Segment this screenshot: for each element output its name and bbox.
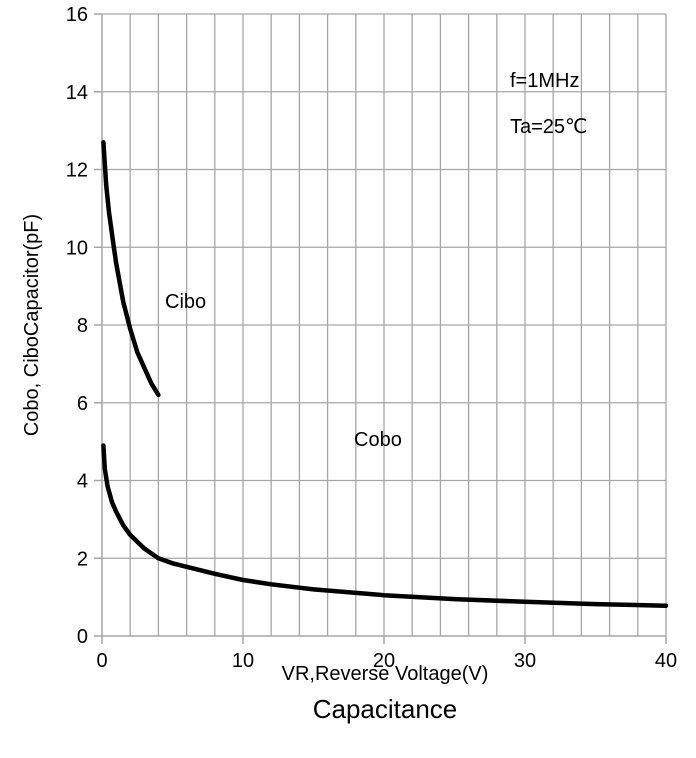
x-tick-label: 0 [96, 650, 107, 672]
series-layer [101, 140, 669, 608]
series-line-cobo [101, 443, 669, 608]
y-tick-label: 14 [66, 82, 88, 104]
series-label-cibo: Cibo [165, 291, 206, 313]
series-label-cobo: Cobo [354, 429, 402, 451]
series-line-cibo [101, 140, 161, 398]
x-tick-label: 20 [373, 650, 395, 672]
x-tick-label: 40 [655, 650, 677, 672]
annotation-temperature: Ta=25℃ [510, 116, 588, 138]
x-tick-label: 30 [514, 650, 536, 672]
y-tick-label: 4 [77, 471, 88, 493]
y-tick-label: 16 [66, 4, 88, 26]
tick-labels: 0 2 4 6 8 10 12 14 16 0 10 20 30 40 [66, 4, 677, 672]
y-tick-label: 6 [77, 393, 88, 415]
y-tick-label: 10 [66, 237, 88, 259]
y-axis-title: Cobo, CiboCapacitor(pF) [21, 214, 43, 436]
y-tick-label: 8 [77, 315, 88, 337]
grid [102, 13, 667, 636]
x-tick-label: 10 [232, 650, 254, 672]
y-tick-label: 2 [77, 548, 88, 570]
axes [94, 13, 667, 644]
annotation-frequency: f=1MHz [510, 70, 579, 92]
y-tick-label: 0 [77, 626, 88, 648]
y-tick-label: 12 [66, 160, 88, 182]
x-axis-title: VR,Reverse Voltage(V) [282, 663, 489, 685]
chart-caption: Capacitance [313, 694, 458, 724]
